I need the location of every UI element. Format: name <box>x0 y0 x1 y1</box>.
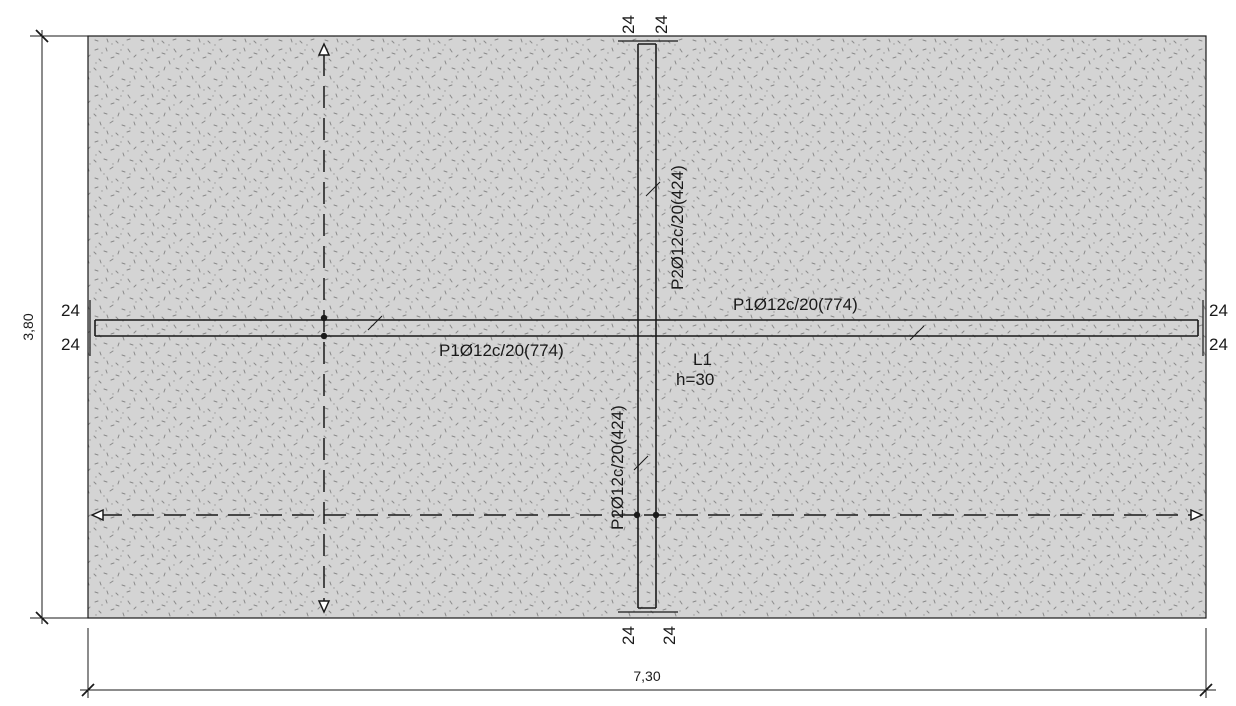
width-dimension-label: 7,30 <box>633 668 660 684</box>
hook-label-bottom-left: 24 <box>619 626 638 645</box>
vertical-bar-lower-label: P2Ø12c/20(424) <box>608 405 627 530</box>
left-arrow-icon <box>90 508 104 522</box>
node-dot <box>652 511 660 519</box>
slab-name-label: L1 <box>693 350 712 369</box>
slab-thickness-label: h=30 <box>676 370 714 389</box>
slab-outline <box>87 35 1207 619</box>
hook-label-right-bottom: 24 <box>1209 335 1228 354</box>
hook-label-left-bottom: 24 <box>61 335 80 354</box>
right-arrow-icon <box>1190 508 1204 522</box>
node-dot <box>633 511 641 519</box>
hook-label-bottom-right: 24 <box>660 626 679 645</box>
node-dot <box>320 332 328 340</box>
hook-label-left-top: 24 <box>61 301 80 320</box>
horizontal-distribution-line <box>90 508 1204 522</box>
horizontal-bar-bottom-label: P1Ø12c/20(774) <box>439 341 564 360</box>
horizontal-bar-p1 <box>89 300 1204 356</box>
hook-label-right-top: 24 <box>1209 301 1228 320</box>
height-dimension <box>30 29 88 625</box>
horizontal-bar-top-label: P1Ø12c/20(774) <box>733 295 858 314</box>
width-dimension <box>80 628 1216 698</box>
vertical-bar-upper-label: P2Ø12c/20(424) <box>668 165 687 290</box>
hook-label-top-left: 24 <box>619 15 638 34</box>
vertical-distribution-line <box>317 42 331 614</box>
up-arrow-icon <box>317 42 331 56</box>
node-dot <box>320 314 328 322</box>
bar-nodes <box>320 314 660 519</box>
height-dimension-label: 3,80 <box>20 313 36 340</box>
down-arrow-icon <box>317 600 331 614</box>
hook-label-top-right: 24 <box>652 15 671 34</box>
